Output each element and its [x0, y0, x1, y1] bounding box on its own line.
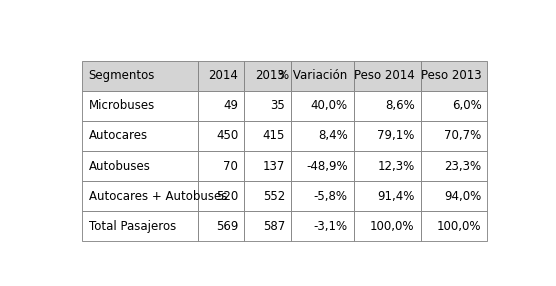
Text: Autocares: Autocares: [88, 130, 148, 142]
Bar: [198, 91, 245, 121]
Text: 100,0%: 100,0%: [437, 220, 481, 233]
Bar: [198, 151, 245, 181]
Text: 70: 70: [224, 160, 239, 172]
Bar: [245, 211, 291, 241]
Text: 94,0%: 94,0%: [444, 190, 481, 203]
Text: 6,0%: 6,0%: [451, 100, 481, 112]
Bar: [354, 211, 421, 241]
Bar: [82, 91, 198, 121]
Bar: [421, 91, 488, 121]
Text: -48,9%: -48,9%: [306, 160, 348, 172]
Text: 587: 587: [262, 220, 285, 233]
Text: 35: 35: [270, 100, 285, 112]
Text: Peso 2013: Peso 2013: [421, 69, 481, 82]
Text: Peso 2014: Peso 2014: [354, 69, 415, 82]
Bar: [291, 211, 354, 241]
Text: % Variación: % Variación: [279, 69, 348, 82]
Bar: [245, 121, 291, 151]
Text: 70,7%: 70,7%: [444, 130, 481, 142]
Bar: [421, 61, 488, 91]
Bar: [291, 91, 354, 121]
Bar: [198, 61, 245, 91]
Bar: [245, 151, 291, 181]
Bar: [291, 121, 354, 151]
Text: 8,4%: 8,4%: [318, 130, 348, 142]
Text: 2014: 2014: [208, 69, 239, 82]
Text: Total Pasajeros: Total Pasajeros: [88, 220, 176, 233]
Text: 79,1%: 79,1%: [377, 130, 415, 142]
Bar: [291, 151, 354, 181]
Text: 100,0%: 100,0%: [370, 220, 415, 233]
Text: Autocares + Autobuses: Autocares + Autobuses: [88, 190, 227, 203]
Bar: [198, 121, 245, 151]
Bar: [421, 181, 488, 211]
Text: 137: 137: [262, 160, 285, 172]
Text: 91,4%: 91,4%: [377, 190, 415, 203]
Text: 23,3%: 23,3%: [444, 160, 481, 172]
Bar: [354, 91, 421, 121]
Bar: [82, 61, 198, 91]
Bar: [354, 181, 421, 211]
Bar: [82, 211, 198, 241]
Text: 450: 450: [216, 130, 239, 142]
Text: 569: 569: [216, 220, 239, 233]
Text: 49: 49: [224, 100, 239, 112]
Text: -3,1%: -3,1%: [314, 220, 348, 233]
Bar: [245, 91, 291, 121]
Bar: [198, 181, 245, 211]
Bar: [82, 151, 198, 181]
Bar: [82, 121, 198, 151]
Bar: [291, 181, 354, 211]
Text: 520: 520: [216, 190, 239, 203]
Text: Autobuses: Autobuses: [88, 160, 150, 172]
Text: 8,6%: 8,6%: [385, 100, 415, 112]
Text: -5,8%: -5,8%: [314, 190, 348, 203]
Bar: [354, 151, 421, 181]
Bar: [421, 211, 488, 241]
Text: 2013: 2013: [255, 69, 285, 82]
Text: 40,0%: 40,0%: [311, 100, 348, 112]
Text: Segmentos: Segmentos: [88, 69, 155, 82]
Bar: [198, 211, 245, 241]
Text: 552: 552: [262, 190, 285, 203]
Bar: [291, 61, 354, 91]
Bar: [354, 121, 421, 151]
Bar: [421, 151, 488, 181]
Bar: [421, 121, 488, 151]
Text: Microbuses: Microbuses: [88, 100, 155, 112]
Bar: [354, 61, 421, 91]
Bar: [245, 61, 291, 91]
Text: 415: 415: [262, 130, 285, 142]
Bar: [245, 181, 291, 211]
Text: 12,3%: 12,3%: [378, 160, 415, 172]
Bar: [82, 181, 198, 211]
